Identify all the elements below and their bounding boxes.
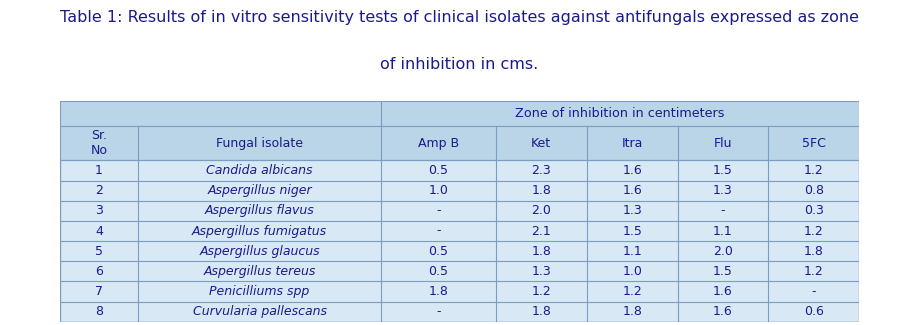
Text: 0.6: 0.6: [804, 305, 823, 318]
Text: 1.5: 1.5: [713, 265, 733, 278]
Text: 1.3: 1.3: [713, 184, 732, 197]
Text: Aspergillus fumigatus: Aspergillus fumigatus: [192, 225, 327, 238]
Text: 2.0: 2.0: [531, 204, 551, 217]
Text: Sr.
No: Sr. No: [91, 129, 108, 157]
Text: 1.6: 1.6: [622, 184, 642, 197]
Text: -: -: [720, 204, 725, 217]
Text: -: -: [436, 305, 440, 318]
Text: Flu: Flu: [714, 137, 732, 150]
Text: -: -: [436, 225, 440, 238]
Text: 1.3: 1.3: [622, 204, 642, 217]
Text: 6: 6: [96, 265, 103, 278]
Text: 0.5: 0.5: [428, 164, 448, 177]
Text: 5: 5: [95, 245, 103, 258]
Text: Penicilliums spp: Penicilliums spp: [210, 285, 310, 298]
Text: Aspergillus glaucus: Aspergillus glaucus: [199, 245, 320, 258]
Text: 3: 3: [96, 204, 103, 217]
Text: 1.1: 1.1: [713, 225, 732, 238]
Text: Aspergillus flavus: Aspergillus flavus: [205, 204, 314, 217]
Text: 5FC: 5FC: [802, 137, 826, 150]
Text: 1.2: 1.2: [804, 265, 823, 278]
Text: 1.0: 1.0: [428, 184, 448, 197]
Text: 0.5: 0.5: [428, 265, 448, 278]
Text: 1.8: 1.8: [804, 245, 823, 258]
Text: 4: 4: [96, 225, 103, 238]
Text: 1.6: 1.6: [713, 285, 732, 298]
Text: 1.8: 1.8: [428, 285, 448, 298]
Text: Curvularia pallescans: Curvularia pallescans: [193, 305, 326, 318]
Text: Amp B: Amp B: [418, 137, 459, 150]
Text: Zone of inhibition in centimeters: Zone of inhibition in centimeters: [516, 107, 725, 120]
Text: 0.5: 0.5: [428, 245, 448, 258]
Text: 1: 1: [96, 164, 103, 177]
Text: 1.6: 1.6: [713, 305, 732, 318]
Text: 2: 2: [96, 184, 103, 197]
Text: -: -: [436, 204, 440, 217]
Text: 1.8: 1.8: [531, 245, 551, 258]
Text: of inhibition in cms.: of inhibition in cms.: [380, 57, 539, 72]
Text: 1.8: 1.8: [531, 305, 551, 318]
Bar: [60, 101, 859, 126]
Text: 1.2: 1.2: [804, 225, 823, 238]
Text: 1.2: 1.2: [531, 285, 551, 298]
Text: Candida albicans: Candida albicans: [207, 164, 312, 177]
Bar: [60, 126, 859, 161]
Text: Table 1: Results of in vitro sensitivity tests of clinical isolates against anti: Table 1: Results of in vitro sensitivity…: [60, 10, 859, 25]
Text: 1.3: 1.3: [531, 265, 551, 278]
Text: 2.1: 2.1: [531, 225, 551, 238]
Text: Fungal isolate: Fungal isolate: [216, 137, 303, 150]
Text: 0.3: 0.3: [804, 204, 823, 217]
Text: 8: 8: [95, 305, 103, 318]
Text: 1.8: 1.8: [531, 184, 551, 197]
Text: 2.0: 2.0: [713, 245, 733, 258]
Text: Aspergillus tereus: Aspergillus tereus: [203, 265, 316, 278]
Text: 1.8: 1.8: [622, 305, 642, 318]
Text: 7: 7: [95, 285, 103, 298]
Text: -: -: [811, 285, 816, 298]
Text: 0.8: 0.8: [804, 184, 823, 197]
Text: Itra: Itra: [621, 137, 642, 150]
Text: 1.1: 1.1: [622, 245, 642, 258]
Text: 1.5: 1.5: [622, 225, 642, 238]
Text: Ket: Ket: [531, 137, 551, 150]
Text: 1.2: 1.2: [622, 285, 642, 298]
Text: 1.2: 1.2: [804, 164, 823, 177]
Text: 2.3: 2.3: [531, 164, 551, 177]
Text: 1.5: 1.5: [713, 164, 733, 177]
Text: Aspergillus niger: Aspergillus niger: [208, 184, 312, 197]
Text: 1.6: 1.6: [622, 164, 642, 177]
Text: 1.0: 1.0: [622, 265, 642, 278]
